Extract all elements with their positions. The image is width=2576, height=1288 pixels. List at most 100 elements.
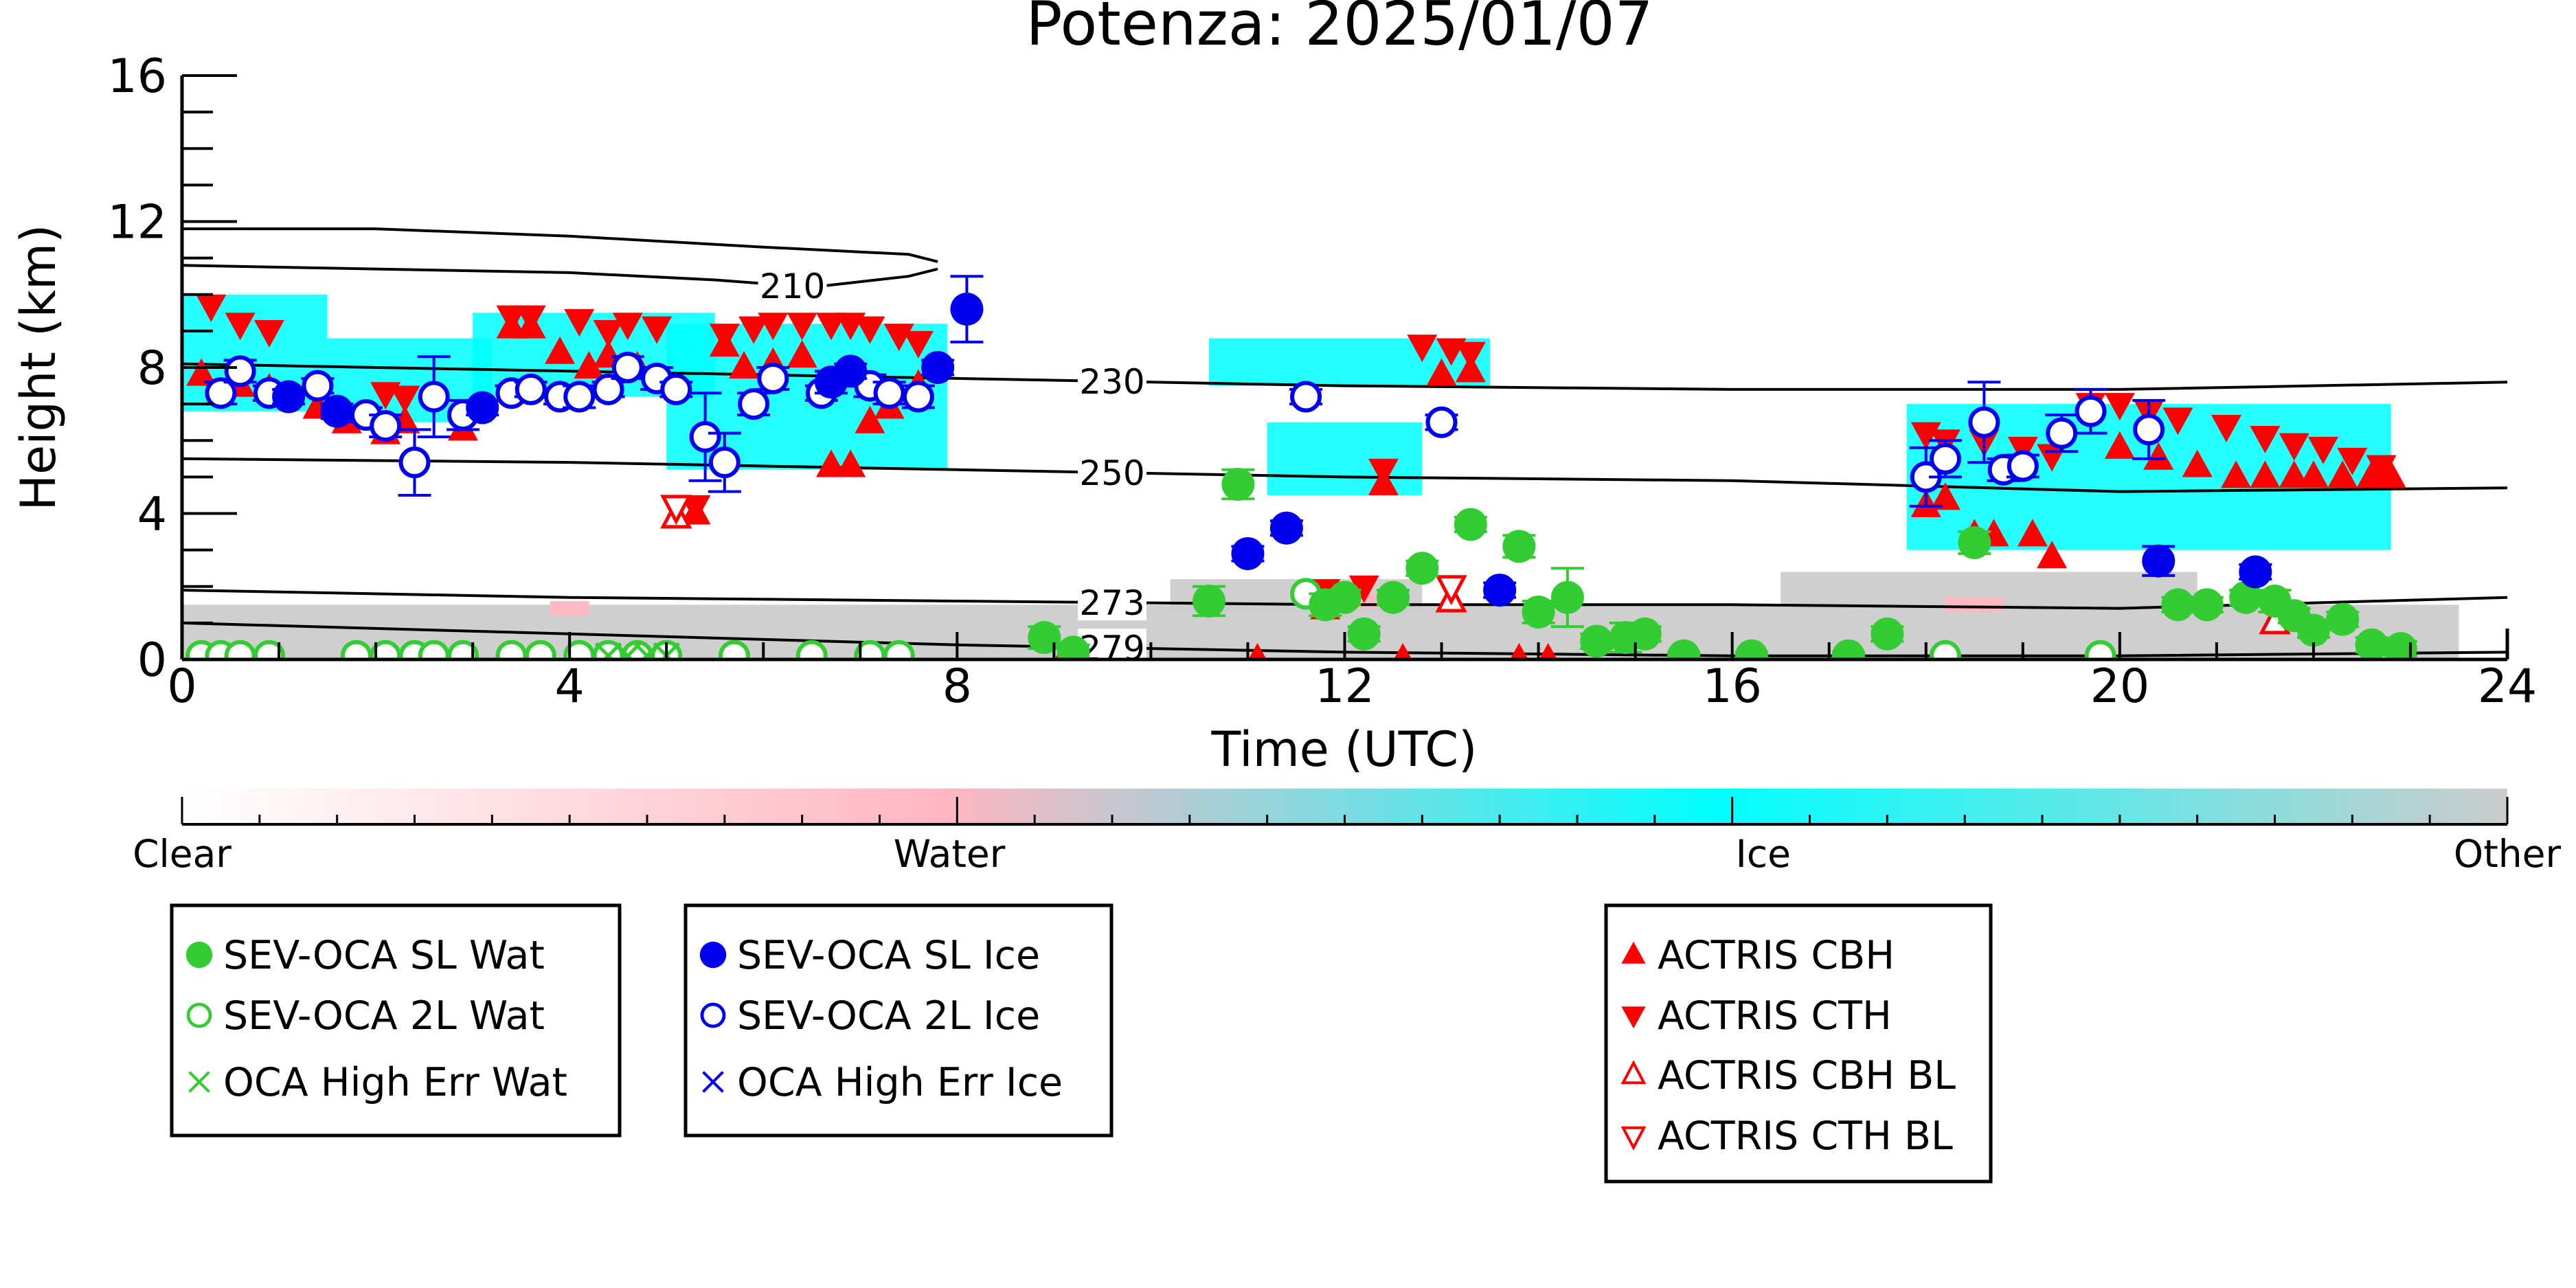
legend-swatch [1621,1006,1646,1029]
data-point [1455,341,1486,370]
isotherm-label: 230 [1079,362,1144,402]
data-point [320,394,354,428]
data-point [2104,393,2135,421]
isotherm-label-bg [1078,583,1146,621]
isotherm-label: 273 [1079,583,1144,623]
data-point [2384,632,2417,659]
legend-swatch [700,1002,726,1028]
data-point [2142,544,2176,578]
legend-label: ACTRIS CTH [1658,993,1892,1039]
data-point [2084,640,2116,659]
data-point [496,305,527,333]
legend-item: SEV-OCA 2L Ice [700,993,1040,1039]
legend-label: SEV-OCA SL Ice [737,933,1040,978]
legend-swatch [188,1071,210,1093]
legend-label: ACTRIS CBH BL [1658,1053,1956,1098]
data-point [612,313,643,341]
data-point [594,642,622,659]
data-point [1028,621,1061,655]
x-tick-label: 12 [1315,659,1375,714]
axes: 0 4 8 12 16 0 4 8 12 16 20 24 [107,49,2537,714]
data-point [2190,588,2224,622]
y-tick-label: 8 [137,341,167,396]
x-tick-label: 4 [555,659,585,714]
data-point [1735,639,1768,659]
legend-item: ACTRIS CTH BL [1620,1114,1953,1159]
legend-swatch [1620,1060,1647,1085]
data-point [2250,460,2281,488]
data-point [2366,455,2397,483]
data-point [2229,580,2263,614]
data-point [855,316,885,344]
data-point [815,313,846,341]
y-axis-label: Height (km) [10,225,67,511]
isotherm-label: 279 [1079,629,1144,668]
cloud-region-water [550,601,589,616]
data-point [903,330,934,359]
data-point [2308,436,2339,464]
legend-label: OCA High Err Wat [223,1060,567,1105]
data-point [302,370,334,402]
data-point [1347,617,1381,651]
data-point [1929,442,1961,475]
legend-swatch [702,1071,724,1093]
legend-swatch [1621,941,1646,964]
data-point [738,316,769,344]
data-point [1425,406,1458,438]
data-point [757,362,789,394]
data-point [873,377,905,409]
data-point [370,410,402,442]
data-point [196,294,227,322]
data-point [2375,460,2406,488]
data-point [2221,460,2252,488]
data-point [592,373,624,405]
legend-item: OCA High Err Ice [702,1060,1063,1105]
data-point [2133,414,2165,446]
marker-stroke [641,642,661,659]
data-point [729,351,760,379]
data-point [1910,422,1941,450]
data-point [2296,613,2330,647]
marker-stroke [602,642,622,659]
data-point [418,640,450,659]
data-point [660,495,692,526]
data-point [2239,555,2272,589]
data-point [883,324,914,352]
isotherm-line [182,227,938,263]
data-point [2075,395,2107,427]
data-point [1550,580,1584,614]
data-point [758,313,789,341]
data-point [1426,358,1457,386]
data-point [1348,575,1379,603]
data-point [1377,580,1410,614]
data-point [2162,407,2193,436]
x-axis-label: Time (UTC) [1211,721,1478,778]
data-point [340,640,372,659]
isotherm-label: 210 [760,267,825,306]
legend-box [1604,903,1993,1184]
isotherm-label: 250 [1079,453,1144,493]
isotherm-line [182,264,938,289]
data-point [389,385,420,414]
colorbar-label: Water [894,832,1006,876]
legend-label: ACTRIS CBH [1658,933,1895,978]
data-point [1393,643,1412,659]
data-point [225,313,256,341]
legend-item: ACTRIS CBH [1621,933,1895,978]
legend-label: SEV-OCA 2L Wat [223,993,545,1039]
data-point [2279,460,2309,488]
y-tick-label: 12 [107,196,167,250]
data-point [574,351,605,379]
data-point [563,381,596,413]
data-point [689,420,721,453]
colorbar: Clear Water Ice Other [133,789,2561,876]
legend-label: SEV-OCA 2L Ice [737,993,1040,1039]
data-point [2337,447,2368,475]
data-point [1522,595,1555,629]
data-point [660,373,692,405]
isotherm-line [182,457,2507,493]
data-point [787,340,817,368]
data-point [1248,643,1267,659]
data-point [795,640,828,659]
